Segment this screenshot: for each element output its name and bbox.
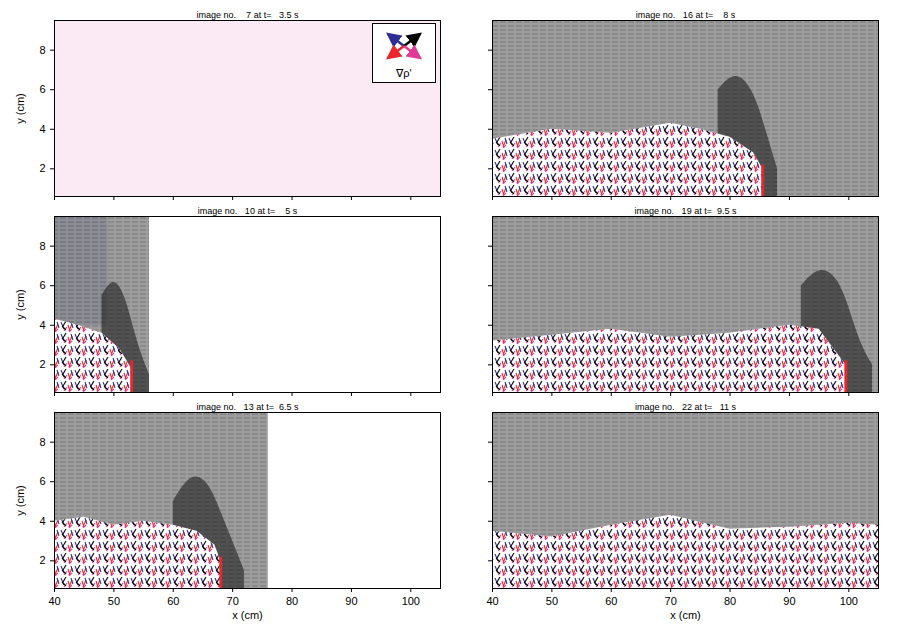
svg-text:70: 70	[665, 595, 677, 607]
svg-text:40: 40	[486, 595, 498, 607]
svg-text:8: 8	[39, 240, 45, 252]
svg-text:60: 60	[167, 595, 179, 607]
svg-text:80: 80	[286, 595, 298, 607]
svg-text:image no. 7 at t= 3.5 s: image no. 7 at t= 3.5 s	[197, 10, 299, 20]
svg-text:image no. 16 at t= 8 s: image no. 16 at t= 8 s	[636, 10, 736, 20]
svg-text:4: 4	[39, 123, 45, 135]
svg-text:image no. 19 at t= 9.5 s: image no. 19 at t= 9.5 s	[635, 206, 737, 216]
svg-text:4: 4	[39, 515, 45, 527]
svg-text:100: 100	[840, 595, 858, 607]
svg-text:50: 50	[546, 595, 558, 607]
svg-text:8: 8	[39, 436, 45, 448]
svg-text:2: 2	[39, 162, 45, 174]
svg-text:80: 80	[724, 595, 736, 607]
svg-text:2: 2	[39, 358, 45, 370]
svg-text:100: 100	[402, 595, 420, 607]
svg-text:40: 40	[48, 595, 60, 607]
svg-text:y (cm): y (cm)	[14, 93, 26, 124]
svg-text:8: 8	[39, 44, 45, 56]
svg-text:image no. 22 at t= 11 s: image no. 22 at t= 11 s	[635, 402, 737, 412]
svg-text:x (cm): x (cm)	[232, 609, 263, 621]
svg-text:∇ρ': ∇ρ'	[395, 67, 411, 79]
svg-text:image no. 10 at t= 5 s: image no. 10 at t= 5 s	[198, 206, 298, 216]
svg-text:x (cm): x (cm)	[670, 609, 701, 621]
svg-text:6: 6	[39, 475, 45, 487]
svg-text:y (cm): y (cm)	[14, 485, 26, 516]
svg-text:image no. 13 at t= 6.5 s: image no. 13 at t= 6.5 s	[197, 402, 299, 412]
svg-text:70: 70	[227, 595, 239, 607]
svg-text:90: 90	[345, 595, 357, 607]
svg-text:2: 2	[39, 554, 45, 566]
svg-text:6: 6	[39, 279, 45, 291]
svg-text:4: 4	[39, 319, 45, 331]
svg-text:90: 90	[783, 595, 795, 607]
svg-text:y (cm): y (cm)	[14, 289, 26, 320]
svg-text:50: 50	[108, 595, 120, 607]
svg-text:6: 6	[39, 83, 45, 95]
svg-text:60: 60	[605, 595, 617, 607]
